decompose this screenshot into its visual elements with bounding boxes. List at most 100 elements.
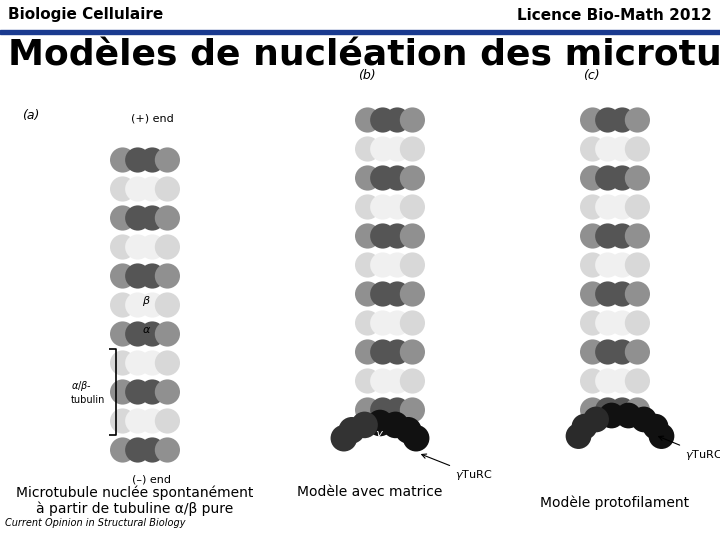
Circle shape (384, 368, 410, 394)
Circle shape (370, 368, 395, 394)
Circle shape (610, 194, 635, 220)
Circle shape (400, 252, 425, 278)
Circle shape (595, 281, 621, 307)
Circle shape (370, 252, 395, 278)
Circle shape (370, 397, 395, 423)
Circle shape (370, 281, 395, 307)
Circle shape (580, 224, 606, 248)
Circle shape (403, 425, 429, 451)
Circle shape (400, 165, 425, 191)
Circle shape (155, 321, 180, 347)
Circle shape (595, 194, 621, 220)
Circle shape (384, 310, 410, 335)
Circle shape (625, 340, 650, 365)
Circle shape (140, 437, 165, 463)
Circle shape (610, 107, 635, 133)
Circle shape (110, 408, 135, 434)
Circle shape (595, 340, 621, 365)
Circle shape (625, 165, 650, 191)
Circle shape (351, 411, 378, 438)
Circle shape (625, 194, 650, 220)
Circle shape (625, 137, 650, 161)
Circle shape (595, 137, 621, 161)
Text: Modèle protofilament: Modèle protofilament (541, 495, 690, 510)
Circle shape (580, 310, 606, 335)
Circle shape (625, 310, 650, 335)
Circle shape (370, 194, 395, 220)
Circle shape (140, 264, 165, 288)
Circle shape (355, 340, 380, 365)
Text: $\beta$: $\beta$ (142, 294, 150, 308)
Circle shape (155, 205, 180, 231)
Circle shape (330, 425, 357, 451)
Circle shape (366, 410, 393, 436)
Circle shape (125, 350, 150, 376)
Circle shape (155, 380, 180, 404)
Circle shape (616, 403, 642, 428)
Circle shape (382, 411, 409, 438)
Circle shape (384, 165, 410, 191)
Bar (0, 34, 720, 78)
Circle shape (140, 408, 165, 434)
Circle shape (384, 194, 410, 220)
Text: Modèles de nucléation des microtubules: Modèles de nucléation des microtubules (8, 39, 720, 73)
Circle shape (599, 403, 624, 428)
Circle shape (355, 252, 380, 278)
Circle shape (110, 234, 135, 260)
Circle shape (400, 340, 425, 365)
Circle shape (140, 350, 165, 376)
Circle shape (125, 264, 150, 288)
Circle shape (595, 397, 621, 423)
Circle shape (110, 380, 135, 404)
Circle shape (595, 107, 621, 133)
Circle shape (110, 292, 135, 318)
Circle shape (643, 414, 668, 440)
Circle shape (140, 380, 165, 404)
Bar (0, 78, 720, 485)
Circle shape (110, 177, 135, 201)
Text: (–) end: (–) end (132, 475, 171, 485)
Circle shape (370, 224, 395, 248)
Circle shape (625, 368, 650, 394)
Circle shape (400, 107, 425, 133)
Circle shape (140, 177, 165, 201)
Circle shape (125, 147, 150, 173)
Circle shape (155, 292, 180, 318)
Circle shape (595, 252, 621, 278)
Text: (b): (b) (358, 69, 375, 82)
Circle shape (110, 350, 135, 376)
Circle shape (155, 350, 180, 376)
Circle shape (125, 177, 150, 201)
Circle shape (355, 194, 380, 220)
Circle shape (125, 234, 150, 260)
Circle shape (355, 107, 380, 133)
Circle shape (140, 234, 165, 260)
Circle shape (155, 437, 180, 463)
Circle shape (384, 224, 410, 248)
Text: (a): (a) (22, 109, 40, 122)
Circle shape (580, 165, 606, 191)
Circle shape (580, 340, 606, 365)
Circle shape (110, 437, 135, 463)
Circle shape (595, 224, 621, 248)
Circle shape (355, 397, 380, 423)
Circle shape (595, 310, 621, 335)
Circle shape (395, 417, 421, 443)
Text: $\alpha/\beta$-
tubulin: $\alpha/\beta$- tubulin (71, 379, 106, 405)
Circle shape (610, 137, 635, 161)
Circle shape (625, 252, 650, 278)
Circle shape (384, 107, 410, 133)
Circle shape (610, 397, 635, 423)
Text: (c): (c) (582, 69, 600, 82)
Text: $\gamma$TuRC: $\gamma$TuRC (659, 436, 720, 462)
Circle shape (595, 368, 621, 394)
Circle shape (155, 234, 180, 260)
Circle shape (631, 407, 657, 433)
Circle shape (110, 147, 135, 173)
Circle shape (125, 321, 150, 347)
Circle shape (625, 107, 650, 133)
Circle shape (355, 224, 380, 248)
Text: Microtubule nuclée spontanément
à partir de tubuline α/β pure: Microtubule nuclée spontanément à partir… (17, 485, 253, 516)
Circle shape (580, 281, 606, 307)
Circle shape (125, 380, 150, 404)
